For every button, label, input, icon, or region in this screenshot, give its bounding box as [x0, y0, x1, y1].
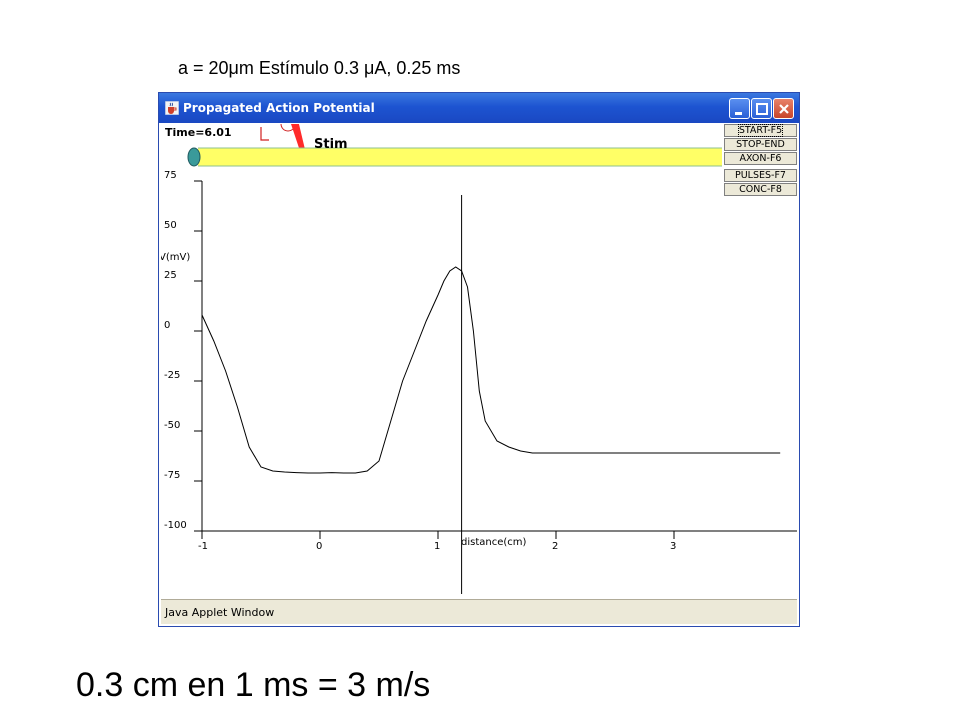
y-tick-label: -75	[164, 470, 180, 481]
y-tick-label: -50	[164, 420, 180, 431]
time-readout: Time=6.01	[165, 126, 232, 139]
java-cup-icon	[165, 101, 179, 115]
applet-window: Propagated Action Potential 75 50 25 0 -25 -5…	[158, 92, 800, 627]
slide-title: a = 20μm Estímulo 0.3 μA, 0.25 ms	[178, 58, 461, 78]
status-bar: Java Applet Window	[161, 599, 797, 624]
y-tick-label: -25	[164, 370, 180, 381]
voltage-trace	[201, 266, 781, 474]
slide-footer: 0.3 cm en 1 ms = 3 m/s	[76, 666, 431, 704]
maximize-icon	[756, 103, 768, 115]
x-tick-label: 1	[434, 541, 440, 552]
conc-button[interactable]: CONC-F8	[724, 183, 797, 196]
window-title: Propagated Action Potential	[183, 101, 375, 115]
y-tick-label: 75	[164, 170, 177, 181]
axon-bar	[198, 148, 722, 166]
y-tick-label: 50	[164, 220, 177, 231]
start-button[interactable]: START-F5	[724, 124, 797, 137]
x-axis-label: distance(cm)	[461, 537, 527, 548]
close-icon	[779, 104, 789, 114]
x-tick-label: -1	[198, 541, 208, 552]
close-button[interactable]	[773, 98, 794, 119]
axon-end-icon	[187, 147, 201, 167]
x-tick-label: 3	[670, 541, 676, 552]
window-titlebar[interactable]: Propagated Action Potential	[159, 93, 799, 123]
status-text: Java Applet Window	[165, 606, 275, 619]
stop-button[interactable]: STOP-END	[724, 138, 797, 151]
y-tick-label: 25	[164, 270, 177, 281]
axon-button[interactable]: AXON-F6	[724, 152, 797, 165]
x-tick-label: 0	[316, 541, 322, 552]
maximize-button[interactable]	[751, 98, 772, 119]
applet-canvas: 75 50 25 0 -25 -50 -75 -100 -1 0 1 2 3 V(mV) distanc…	[161, 124, 797, 594]
membrane-potential-plot: 75 50 25 0 -25 -50 -75 -100 -1 0 1 2 3 V(mV) distanc…	[161, 124, 797, 594]
y-axis-label: V(mV)	[161, 252, 190, 263]
y-tick-label: -100	[164, 520, 187, 531]
minimize-button[interactable]	[729, 98, 750, 119]
minimize-icon	[735, 112, 742, 115]
stim-label: Stim	[314, 137, 348, 152]
y-tick-label: 0	[164, 320, 170, 331]
x-tick-label: 2	[552, 541, 558, 552]
pulses-button[interactable]: PULSES-F7	[724, 169, 797, 182]
